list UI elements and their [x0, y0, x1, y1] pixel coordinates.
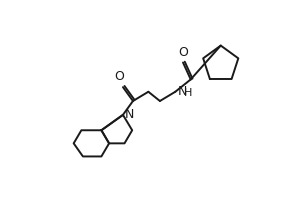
Text: H: H — [184, 88, 192, 98]
Text: O: O — [114, 70, 124, 83]
Text: N: N — [124, 108, 134, 121]
Text: N: N — [178, 85, 187, 98]
Text: O: O — [178, 46, 188, 59]
